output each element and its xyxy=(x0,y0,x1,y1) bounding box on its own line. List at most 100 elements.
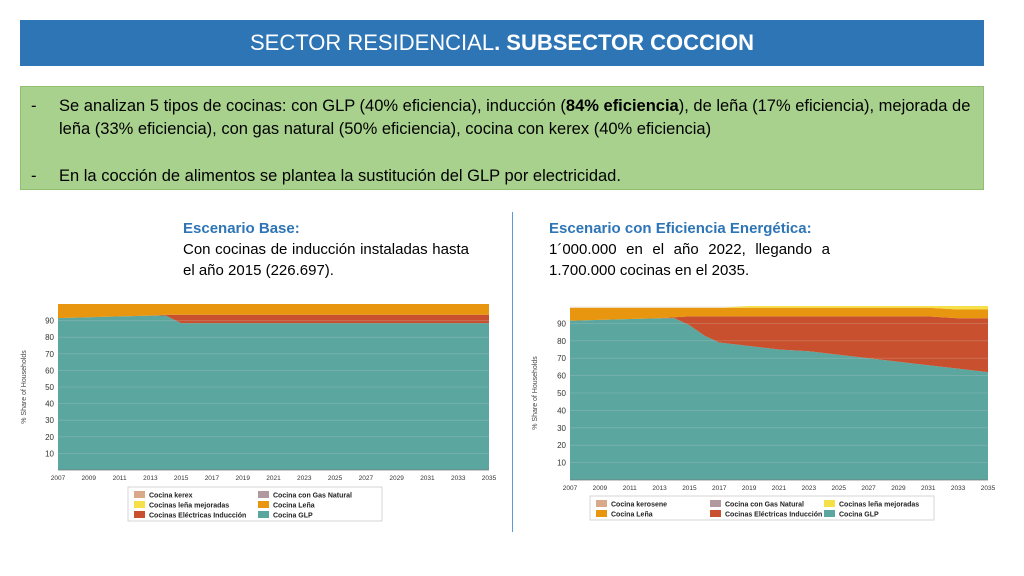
legend-entry: Cocina kerex xyxy=(149,493,193,500)
scenario-base-text: Con cocinas de inducción instaladas hast… xyxy=(183,241,469,279)
x-tick-label: 2011 xyxy=(623,485,637,492)
x-tick-label: 2019 xyxy=(235,475,250,482)
area-series-2 xyxy=(570,307,988,321)
legend-box xyxy=(127,486,383,522)
x-tick-label: 2019 xyxy=(742,485,757,492)
legend-entry: Cocina GLP xyxy=(273,513,313,520)
x-tick-label: 2029 xyxy=(389,475,404,482)
divider-line xyxy=(512,212,513,532)
x-tick-label: 2013 xyxy=(143,475,158,482)
x-tick-label: 2015 xyxy=(682,485,697,492)
y-tick-label: 80 xyxy=(557,337,566,346)
x-tick-label: 2035 xyxy=(981,485,996,492)
y-tick-label: 90 xyxy=(557,319,566,328)
y-tick-label: 70 xyxy=(557,354,566,363)
title-light: SECTOR RESIDENCIAL xyxy=(249,30,495,55)
x-tick-label: 2007 xyxy=(51,475,66,482)
legend-swatch xyxy=(258,501,269,508)
bullet-1-text-b: ), de leña (17% eficiencia), mejorada de… xyxy=(59,97,971,138)
x-tick-label: 2031 xyxy=(420,475,435,482)
bullet-1-bold: 84% eficiencia xyxy=(565,97,679,115)
legend-swatch xyxy=(134,501,145,508)
legend-swatch xyxy=(134,511,145,518)
y-tick-label: 60 xyxy=(557,372,566,381)
legend-entry: Cocina GLP xyxy=(839,512,879,519)
legend-entry: Cocina con Gas Natural xyxy=(273,493,352,500)
legend-entry: Cocina Leña xyxy=(611,512,653,519)
y-axis-label: % Share of Households xyxy=(532,356,539,430)
x-tick-label: 2021 xyxy=(772,485,787,492)
scenario-ee-text: 1´000.000 en el año 2022, llegando a 1.7… xyxy=(549,241,830,279)
x-tick-label: 2015 xyxy=(174,475,189,482)
x-tick-label: 2033 xyxy=(951,485,966,492)
scenario-ee-title: Escenario con Eficiencia Energética: xyxy=(549,220,812,237)
legend-swatch xyxy=(258,491,269,498)
legend-entry: Cocinas leña mejoradas xyxy=(149,503,229,510)
y-tick-label: 30 xyxy=(557,424,566,433)
slide-title: SECTOR RESIDENCIAL. SUBSECTOR COCCION xyxy=(20,20,984,66)
legend-swatch xyxy=(258,511,269,518)
x-tick-label: 2025 xyxy=(328,475,343,482)
legend-swatch xyxy=(710,510,721,517)
y-tick-label: 10 xyxy=(557,459,566,468)
legend-entry: Cocina Leña xyxy=(273,503,315,510)
y-tick-label: 70 xyxy=(45,350,54,359)
chart-base-scenario: 10 20 30 40 50 60 70 80 90 2007 2009 2011 2013 2015 20… xyxy=(21,304,497,522)
bullet-1-text-a: Se analizan 5 tipos de cocinas: con GLP … xyxy=(59,97,566,115)
scenario-ee: Escenario con Eficiencia Energética: 1´0… xyxy=(549,218,830,281)
y-tick-label: 80 xyxy=(45,333,54,342)
legend-swatch xyxy=(134,491,145,498)
scenario-base: Escenario Base: Con cocinas de inducción… xyxy=(183,218,469,281)
x-tick-label: 2031 xyxy=(921,485,936,492)
x-tick-label: 2007 xyxy=(563,485,578,492)
x-tick-label: 2017 xyxy=(205,475,220,482)
area-series-2 xyxy=(58,304,489,319)
legend-entry: Cocina con Gas Natural xyxy=(725,502,804,509)
title-bold: . SUBSECTOR COCCION xyxy=(494,30,755,55)
legend-box xyxy=(589,495,935,521)
x-tick-label: 2023 xyxy=(297,475,312,482)
y-tick-label: 60 xyxy=(45,366,54,375)
y-tick-label: 40 xyxy=(557,406,566,415)
legend-swatch xyxy=(710,500,721,507)
legend-entry: Cocinas leña mejoradas xyxy=(839,502,919,509)
x-tick-label: 2025 xyxy=(831,485,846,492)
y-tick-label: 90 xyxy=(45,317,54,326)
bullet-1: - Se analizan 5 tipos de cocinas: con GL… xyxy=(31,97,971,138)
area-series-1 xyxy=(570,316,988,373)
bullet-box: - Se analizan 5 tipos de cocinas: con GL… xyxy=(20,86,984,190)
legend-entry: Cocinas Eléctricas Inducción xyxy=(149,513,246,520)
legend-entry: Cocinas Eléctricas Inducción xyxy=(725,512,822,519)
x-tick-label: 2023 xyxy=(802,485,817,492)
y-axis-label: % Share of Households xyxy=(21,350,28,424)
y-tick-label: 30 xyxy=(45,416,54,425)
y-tick-label: 20 xyxy=(45,433,54,442)
chart-efficiency-scenario: 10 20 30 40 50 60 70 80 90 2007 2009 2011 2013 2015 20… xyxy=(532,306,996,521)
x-tick-label: 2013 xyxy=(652,485,667,492)
x-tick-label: 2021 xyxy=(266,475,281,482)
x-tick-label: 2027 xyxy=(861,485,876,492)
x-tick-label: 2009 xyxy=(593,485,608,492)
x-tick-label: 2017 xyxy=(712,485,727,492)
y-tick-label: 50 xyxy=(557,389,566,398)
area-series-0 xyxy=(58,315,489,470)
y-tick-label: 50 xyxy=(45,383,54,392)
y-tick-label: 40 xyxy=(45,400,54,409)
area-series-0 xyxy=(570,318,988,480)
area-series-3 xyxy=(570,306,988,310)
x-tick-label: 2035 xyxy=(482,475,497,482)
y-tick-label: 20 xyxy=(557,441,566,450)
y-tick-label: 10 xyxy=(45,449,54,458)
legend-swatch xyxy=(596,510,607,517)
legend-swatch xyxy=(824,510,835,517)
scenario-base-title: Escenario Base: xyxy=(183,220,300,237)
x-tick-label: 2029 xyxy=(891,485,906,492)
bullet-2-text: En la cocción de alimentos se plantea la… xyxy=(59,167,621,185)
x-tick-label: 2009 xyxy=(82,475,97,482)
legend-swatch xyxy=(824,500,835,507)
x-tick-label: 2011 xyxy=(113,475,127,482)
area-series-1 xyxy=(58,314,489,324)
bullet-2: - En la cocción de alimentos se plantea … xyxy=(29,165,975,188)
x-tick-label: 2033 xyxy=(451,475,466,482)
legend-entry: Cocina kerosene xyxy=(611,502,667,509)
